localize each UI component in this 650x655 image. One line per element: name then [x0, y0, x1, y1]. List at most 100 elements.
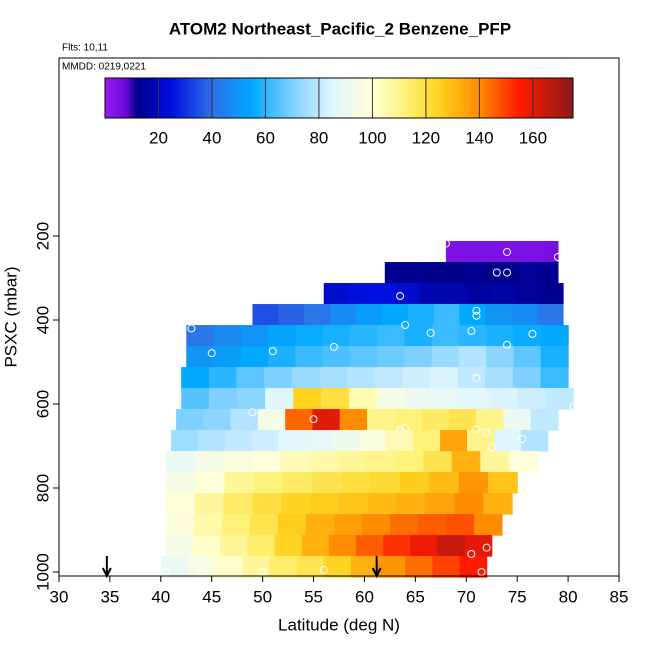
curtain-cell [487, 241, 503, 265]
curtain-cell [370, 472, 401, 494]
colorbar-swatch [532, 78, 537, 118]
curtain-cell [473, 241, 489, 265]
colorbar-swatch [460, 78, 464, 118]
colorbar-swatch [185, 78, 189, 118]
colorbar-swatch [393, 78, 397, 118]
curtain-cell [383, 535, 411, 557]
colorbar-swatch [548, 78, 553, 118]
curtain-cell [350, 556, 379, 578]
colorbar-swatch [126, 78, 130, 118]
colorbar-swatch [562, 78, 566, 118]
colorbar-swatch [385, 78, 389, 118]
curtain-cell [458, 472, 489, 494]
curtain-cell [240, 346, 269, 368]
curtain-cell [429, 472, 460, 494]
sample-point [441, 239, 450, 248]
curtain-cell [515, 241, 531, 265]
x-tick-label: 40 [151, 587, 170, 606]
colorbar-swatch [324, 78, 328, 118]
colorbar-swatch [318, 78, 323, 118]
sample-point [528, 329, 537, 338]
y-tick-label: 400 [33, 306, 52, 334]
colorbar-swatch [206, 78, 210, 118]
colorbar-swatch [241, 78, 245, 118]
curtain-cell [529, 241, 545, 265]
sample-point [467, 549, 476, 558]
colorbar-swatch [495, 78, 499, 118]
curtain-cell [308, 451, 339, 473]
colorbar-swatch [286, 78, 291, 118]
curtain-cell [445, 241, 461, 265]
colorbar-tick-label: 20 [149, 128, 168, 147]
sample-point [426, 329, 435, 338]
colorbar-swatch [273, 78, 277, 118]
curtain-cell [257, 409, 286, 431]
sample-point [396, 426, 405, 435]
colorbar-swatch [554, 78, 558, 118]
curtain-cell [176, 409, 204, 431]
colorbar-swatch [482, 78, 486, 118]
colorbar-swatch [105, 78, 109, 118]
curtain-cell [321, 388, 350, 410]
curtain-cell [423, 451, 453, 473]
colorbar-swatch [174, 78, 178, 118]
curtain-cell [337, 451, 367, 473]
curtain-cell [459, 556, 488, 578]
curtain-cell [501, 241, 517, 265]
curtain-cell [543, 241, 559, 265]
curtain-cell [165, 472, 196, 494]
colorbar-swatch [479, 78, 483, 118]
curtain-cell [322, 325, 351, 347]
curtain-cell [213, 346, 242, 368]
curtain-cell [537, 304, 564, 326]
curtain-cell [485, 367, 514, 389]
sample-point [492, 268, 501, 277]
colorbar-swatch [567, 78, 571, 118]
curtain-cell [322, 346, 351, 368]
colorbar-swatch [225, 78, 229, 118]
colorbar-swatch [230, 78, 234, 118]
curtain-cell [459, 241, 475, 265]
colorbar-swatch [270, 78, 274, 118]
colorbar-swatch [441, 78, 446, 118]
colorbar-swatch [110, 78, 114, 118]
curtain-cell [445, 514, 475, 536]
colorbar-swatch [219, 78, 224, 118]
curtain-cell [396, 493, 427, 515]
curtain-cell [193, 535, 221, 557]
curtain-cell [171, 430, 199, 452]
curtain-cell [483, 493, 513, 515]
curtain-cell [493, 430, 522, 452]
x-tick-label: 50 [253, 587, 272, 606]
curtain-cell [209, 388, 238, 410]
curtain-cell [540, 367, 569, 389]
curtain-cell [295, 346, 324, 368]
curtain-cell [540, 346, 569, 368]
curtain-cell [473, 514, 503, 536]
curtain-cell [374, 367, 403, 389]
colorbar-swatch [217, 78, 221, 118]
curtain-cell [251, 451, 281, 473]
dates-label: MMDD: 0219,0221 [62, 62, 146, 73]
colorbar-swatch [375, 78, 379, 118]
colorbar-swatch [503, 78, 507, 118]
curtain-cell [519, 262, 540, 284]
curtain-cell [508, 451, 539, 473]
plot-frame [58, 57, 620, 577]
curtain-cell [410, 535, 439, 557]
curtain-cell [545, 388, 574, 410]
curtain-cell [269, 556, 298, 578]
curtain-cell [384, 262, 405, 284]
curtain-cell [283, 472, 313, 494]
curtain-cell [421, 409, 450, 431]
colorbar-swatch [551, 78, 555, 118]
flights-label: Flts: 10,11 [62, 43, 108, 54]
curtain-cell [457, 367, 486, 389]
curtain-cell [433, 388, 462, 410]
curtain-cell [467, 430, 495, 452]
x-axis-label: Latitude (deg N) [278, 615, 400, 634]
curtain-cell [405, 556, 433, 578]
colorbar-swatch [321, 78, 325, 118]
curtain-cell [404, 346, 433, 368]
curtain-cell [194, 493, 225, 515]
